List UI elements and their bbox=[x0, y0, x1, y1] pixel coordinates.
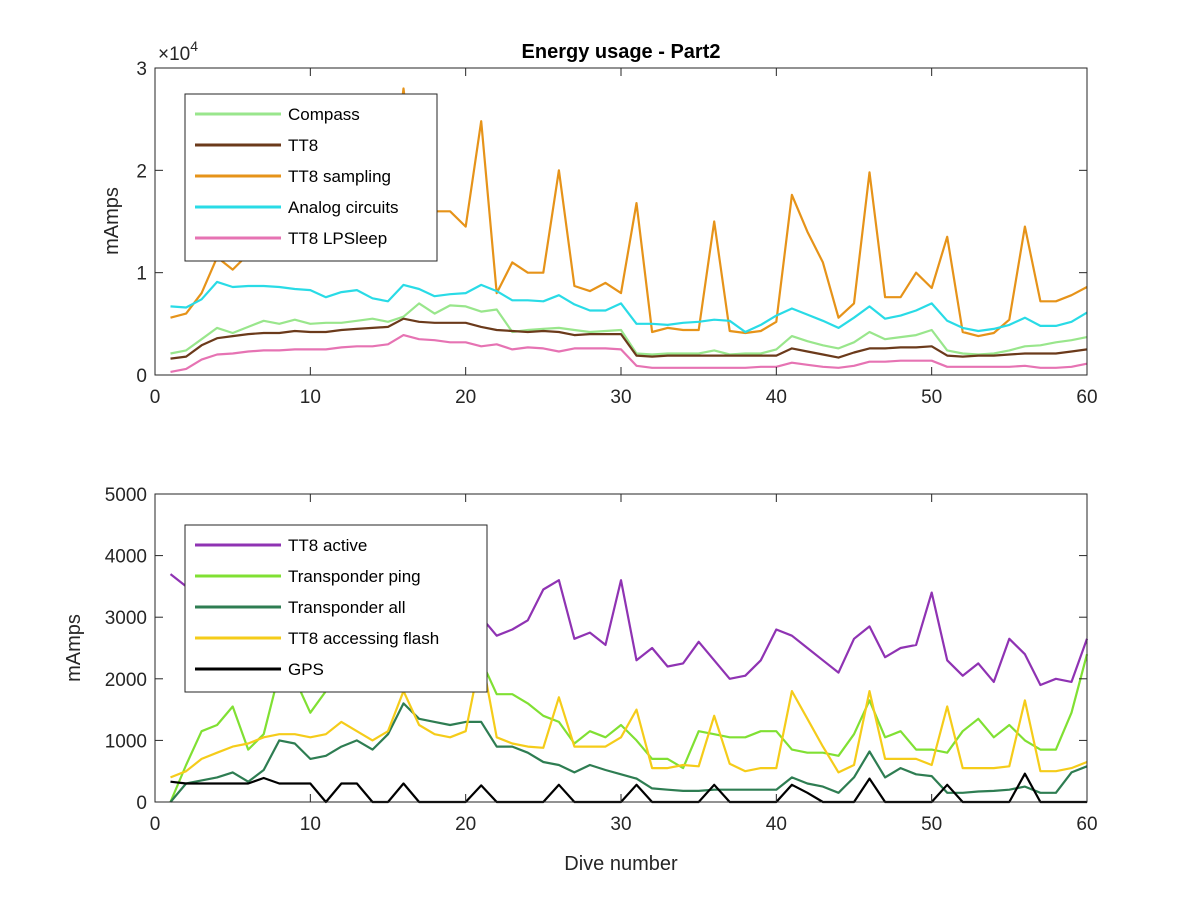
top-y-tick-label: 2 bbox=[136, 161, 147, 182]
bottom-y-axis-title: mAmps bbox=[63, 614, 85, 682]
top-y-axis-title: mAmps bbox=[101, 187, 123, 255]
top-legend-label-0: Compass bbox=[288, 105, 360, 124]
bottom-legend-label-1: Transponder ping bbox=[288, 567, 421, 586]
bottom-y-tick-label: 3000 bbox=[105, 608, 147, 629]
bottom-x-tick-label: 0 bbox=[150, 814, 161, 835]
exponent-base: ×10 bbox=[158, 44, 190, 65]
bottom-x-tick-label: 50 bbox=[921, 814, 942, 835]
bottom-series-line-1 bbox=[169, 653, 1089, 803]
bottom-ticks-group: 0 10 20 30 40 50 60 0 1000 2000 3000 4000 5000 bbox=[105, 485, 1098, 835]
bottom-legend-label-4: GPS bbox=[288, 660, 324, 679]
top-y-tick-label: 1 bbox=[136, 264, 147, 285]
bottom-x-axis-title: Dive number bbox=[564, 853, 678, 875]
bottom-x-tick-label: 40 bbox=[766, 814, 787, 835]
bottom-legend-label-0: TT8 active bbox=[288, 536, 367, 555]
bottom-y-tick-label: 0 bbox=[136, 793, 147, 814]
bottom-legend-label-2: Transponder all bbox=[288, 598, 406, 617]
bottom-series-line-3 bbox=[170, 653, 1088, 779]
top-legend-label-1: TT8 bbox=[288, 136, 318, 155]
top-y-exponent-label: ×104 bbox=[158, 38, 198, 65]
bottom-x-tick-label: 20 bbox=[455, 814, 476, 835]
bottom-x-tick-label: 10 bbox=[300, 814, 321, 835]
top-axes: 0 10 20 30 40 50 60 0 1 2 3 Energy usage - Part2 m… bbox=[101, 38, 1098, 408]
top-series-line-3 bbox=[170, 280, 1088, 334]
bottom-y-tick-label: 5000 bbox=[105, 485, 147, 506]
top-x-tick-label: 50 bbox=[921, 387, 942, 408]
top-legend-label-3: Analog circuits bbox=[288, 198, 399, 217]
bottom-series-line-2 bbox=[169, 702, 1088, 803]
top-y-tick-label: 3 bbox=[136, 59, 147, 80]
bottom-x-tick-label: 30 bbox=[610, 814, 631, 835]
bottom-y-tick-label: 4000 bbox=[105, 547, 147, 568]
top-legend-label-2: TT8 sampling bbox=[288, 167, 391, 186]
top-series-line-4 bbox=[170, 334, 1088, 373]
bottom-legend: TT8 active Transponder ping Transponder al… bbox=[184, 524, 488, 693]
top-x-tick-label: 30 bbox=[610, 387, 631, 408]
top-ticks-group: 0 10 20 30 40 50 60 0 1 2 3 bbox=[136, 59, 1097, 408]
top-x-tick-label: 40 bbox=[766, 387, 787, 408]
top-x-tick-label: 10 bbox=[300, 387, 321, 408]
top-legend-label-4: TT8 LPSleep bbox=[288, 229, 387, 248]
bottom-x-tick-label: 60 bbox=[1076, 814, 1097, 835]
bottom-y-tick-label: 1000 bbox=[105, 731, 147, 752]
top-x-tick-label: 60 bbox=[1076, 387, 1097, 408]
top-x-tick-label: 20 bbox=[455, 387, 476, 408]
bottom-axes: 0 10 20 30 40 50 60 0 1000 2000 3000 4000 5000 Dive … bbox=[63, 485, 1098, 875]
top-chart-title: Energy usage - Part2 bbox=[522, 41, 721, 63]
top-series-line-0 bbox=[170, 302, 1088, 356]
top-legend: Compass TT8 TT8 sampling Analog circuits TT8… bbox=[184, 93, 438, 262]
bottom-series-line-4 bbox=[170, 772, 1087, 804]
top-y-tick-label: 0 bbox=[136, 366, 147, 387]
bottom-y-tick-label: 2000 bbox=[105, 670, 147, 691]
bottom-legend-label-3: TT8 accessing flash bbox=[288, 629, 439, 648]
exponent-power: 4 bbox=[190, 38, 198, 54]
top-series-line-1 bbox=[170, 317, 1088, 360]
top-x-tick-label: 0 bbox=[150, 387, 161, 408]
